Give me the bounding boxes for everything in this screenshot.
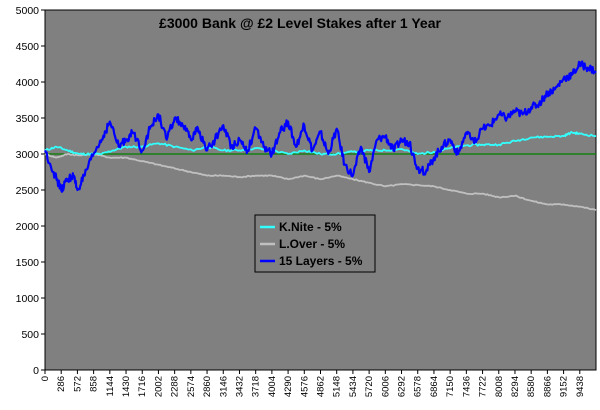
x-tick-label: 0	[40, 376, 51, 381]
x-tick-label: 2860	[202, 376, 213, 397]
x-tick-label: 9438	[575, 376, 586, 397]
legend: K.Nite - 5% L.Over - 5% 15 Layers - 5%	[254, 214, 376, 273]
x-tick-label: 4004	[267, 376, 278, 397]
legend-label: K.Nite - 5%	[279, 220, 342, 234]
x-tick-label: 6006	[380, 376, 391, 397]
series-line-2	[44, 152, 597, 212]
y-axis: 0 500 1000 1500 2000 2500 3000 3500 4000 4500 5000	[16, 5, 45, 377]
x-tick-label: 8008	[494, 376, 505, 397]
x-tick-label: 2002	[153, 376, 164, 397]
x-tick-label: 2574	[186, 376, 197, 397]
y-tick-label: 5000	[16, 5, 40, 17]
x-tick-label: 7150	[445, 376, 456, 397]
x-tick-label: 7722	[478, 376, 489, 397]
x-tick-label: 6578	[413, 376, 424, 397]
y-tick-label: 1500	[16, 257, 40, 269]
chart-title: £3000 Bank @ £2 Level Stakes after 1 Yea…	[159, 15, 441, 31]
x-tick-label: 6864	[429, 376, 440, 397]
y-tick-label: 500	[21, 329, 39, 341]
x-tick-label: 572	[72, 376, 83, 392]
x-tick-label: 3146	[218, 376, 229, 397]
x-tick-label: 9152	[559, 376, 570, 397]
x-tick-label: 1716	[137, 376, 148, 397]
x-tick-label: 5720	[364, 376, 375, 397]
plot-area	[44, 9, 597, 371]
y-tick-label: 4000	[16, 77, 40, 89]
x-tick-label: 5148	[332, 376, 343, 397]
x-tick-label: 7436	[461, 376, 472, 397]
y-tick-label: 1000	[16, 293, 40, 305]
x-tick-label: 1430	[121, 376, 132, 397]
x-tick-label: 3718	[251, 376, 262, 397]
y-tick-label: 4500	[16, 41, 40, 53]
x-tick-label: 2288	[170, 376, 181, 397]
x-axis: 0 286 572 858 1144 1430 1716 2002 2288 2574 2860 31…	[40, 370, 586, 397]
y-tick-label: 3500	[16, 113, 40, 125]
x-tick-label: 286	[56, 376, 67, 392]
x-tick-label: 4290	[283, 376, 294, 397]
legend-label: L.Over - 5%	[279, 237, 345, 251]
y-tick-label: 0	[33, 365, 39, 377]
x-tick-label: 4862	[316, 376, 327, 397]
x-tick-label: 1144	[105, 376, 116, 396]
x-tick-label: 3432	[234, 376, 245, 397]
x-tick-label: 8294	[510, 376, 521, 397]
x-tick-label: 8866	[542, 376, 553, 397]
series-line-3	[44, 60, 597, 193]
legend-label: 15 Layers - 5%	[279, 254, 363, 268]
y-tick-label: 3000	[16, 149, 40, 161]
x-tick-label: 6292	[397, 376, 408, 397]
y-tick-label: 2000	[16, 221, 40, 233]
x-tick-label: 5434	[348, 376, 359, 397]
x-tick-label: 8580	[526, 376, 537, 397]
x-tick-label: 858	[89, 376, 100, 392]
y-tick-label: 2500	[16, 185, 40, 197]
x-tick-label: 4576	[299, 376, 310, 397]
series-layer	[44, 60, 597, 212]
